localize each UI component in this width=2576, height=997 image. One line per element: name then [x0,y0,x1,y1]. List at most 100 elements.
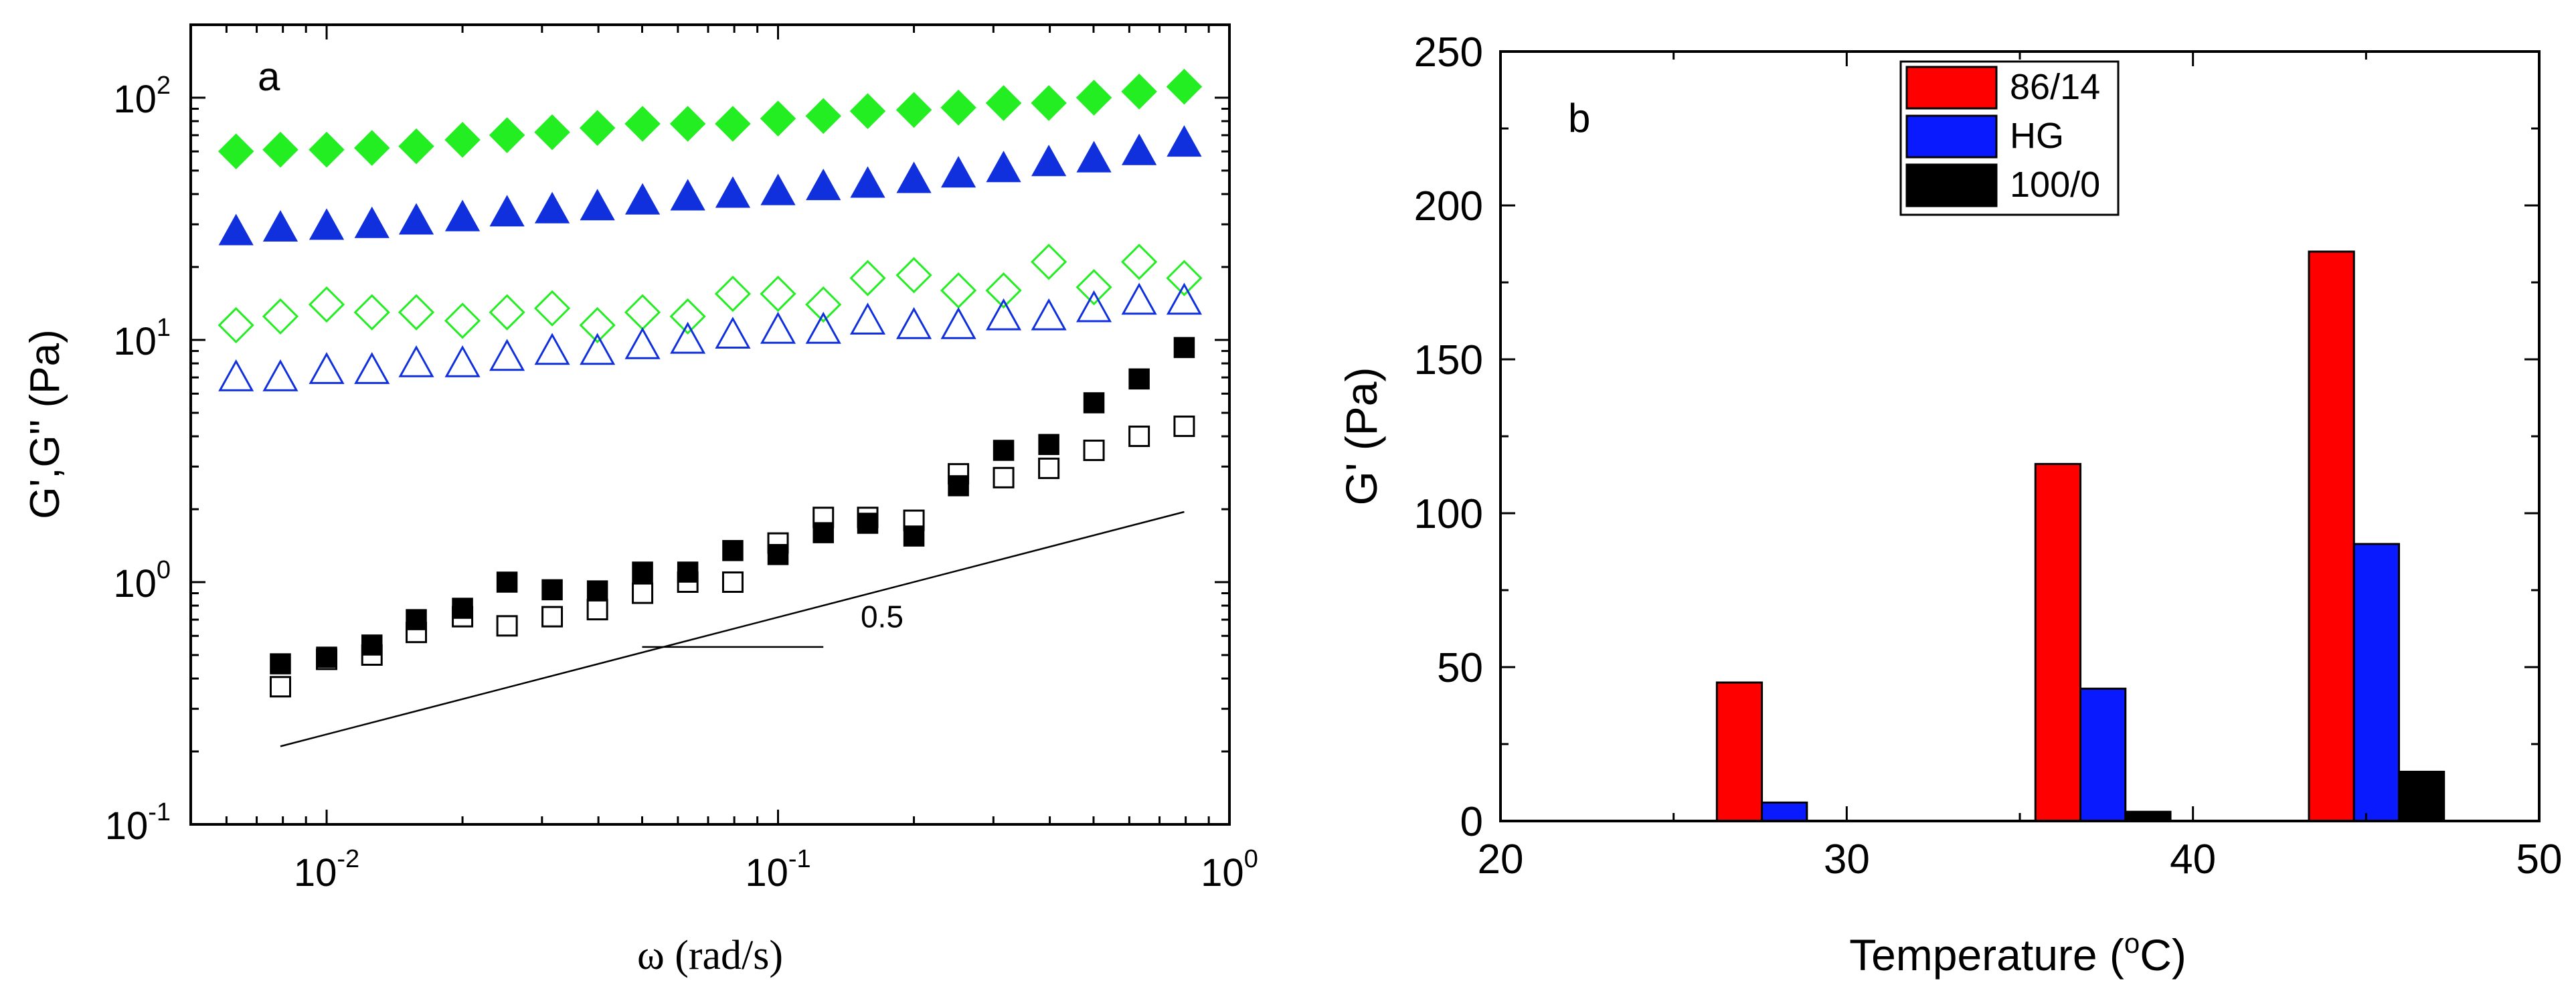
series-2-point [624,294,661,331]
series-1-point [444,199,481,232]
bar-HG [1761,801,1808,822]
series-1-point [850,166,885,198]
tick-exponent: -1 [148,798,171,826]
series-3-point [354,352,390,384]
series-2-point [760,275,796,312]
series-5-point [452,606,474,628]
legend-swatch-100/0 [1905,163,1998,207]
series-4-point [1038,434,1059,456]
series-3-point [1076,290,1112,323]
bar-86/14 [2034,462,2082,822]
series-2-point [489,294,525,331]
series-1-point [670,179,705,211]
series-2-point [579,306,616,344]
tick-exponent: 2 [157,72,171,100]
panel-b-ticks [1499,50,2541,822]
series-4-point [1173,337,1195,359]
series-3-point [624,327,661,359]
series-1-point [580,189,615,221]
series-1-point [896,161,932,193]
panel-b-label: b [1568,96,1590,141]
x-tick-label: 10-2 [294,845,359,895]
x-tick-label: 10-1 [745,845,810,895]
series-4-point [993,440,1015,461]
series-3-point [580,333,616,365]
tick-exponent: 0 [1244,845,1258,873]
series-4-point [1128,368,1150,390]
series-0-point [940,90,976,126]
series-1-point [398,203,434,235]
series-1-point [1167,125,1202,157]
y-tick-label: 100 [113,556,171,606]
series-1-point [1076,141,1112,173]
panel-b-tick-labels: 20 30 40 50 0 50 100 150 200 250 [1414,29,2563,883]
legend-label-100/0: 100/0 [2010,165,2100,205]
legend-label-86/14: 86/14 [2010,67,2100,107]
tick-exponent: -2 [337,845,359,873]
bar-HG [2079,687,2127,822]
panel-a-data-marks [218,68,1203,698]
tick-base: 10 [745,851,788,895]
series-2-point [308,286,345,323]
series-4-point [857,513,879,534]
series-0-point [1121,74,1157,110]
series-5-point [677,571,699,593]
tick-base: 10 [113,320,157,363]
slope-annotation: 0.5 [861,600,904,634]
series-1-point [806,169,841,201]
series-3-point [940,306,976,339]
series-0-point [715,106,751,142]
series-0-point [1076,80,1112,116]
y-tick-label: 101 [113,314,171,363]
series-3-point [309,352,345,384]
series-0-point [1166,68,1203,105]
tick-exponent: 0 [157,556,171,584]
x-tick-label: 30 [1824,836,1870,883]
series-2-point [218,306,254,344]
series-0-point [398,128,434,165]
series-5-point [269,676,291,698]
x-tick-label: 20 [1478,836,1524,883]
bar-100/0 [2397,770,2445,822]
bar-86/14 [2308,250,2355,822]
series-4-point [452,598,473,619]
series-4-point [270,653,291,674]
legend-swatch-86/14 [1905,66,1998,110]
slope-reference-line [280,511,1185,747]
series-3-point [670,321,706,354]
series-1-point [1121,133,1157,165]
series-2-point [1076,269,1112,306]
series-0-point [849,93,886,129]
y-tick-label: 50 [1437,645,1483,691]
series-3-point [1121,282,1157,315]
series-3-point [1031,298,1067,331]
series-2-point [398,294,435,331]
panel-a-annotations: 0.5 [280,511,1185,747]
series-2-point [533,290,571,327]
x-tick-label: 50 [2516,836,2563,883]
series-3-point [218,359,254,391]
series-5-point [361,644,383,666]
y-tick-label: 102 [113,72,171,121]
series-0-point [760,100,796,137]
panel-b-legend: 86/14 HG 100/0 [1899,60,2120,216]
panel-a-ticks [189,23,1231,826]
panel-a-plot-frame [189,23,1231,826]
series-3-point [489,339,525,371]
series-4-point [496,571,518,593]
series-5-point [903,509,925,531]
series-0-point [1031,85,1067,121]
series-5-point [767,532,789,554]
series-2-point [940,272,977,309]
series-5-point [721,571,744,593]
panel-b-x-axis-label: Temperature (oC) [1849,927,2186,980]
series-0-point [309,131,345,168]
series-3-point [805,311,841,344]
series-1-point [986,151,1021,183]
series-5-point [1083,440,1105,462]
series-4-point [767,543,789,565]
series-0-point [579,110,616,146]
series-4-point [541,579,563,601]
series-2-point [805,286,842,323]
tick-base: 10 [113,562,157,606]
